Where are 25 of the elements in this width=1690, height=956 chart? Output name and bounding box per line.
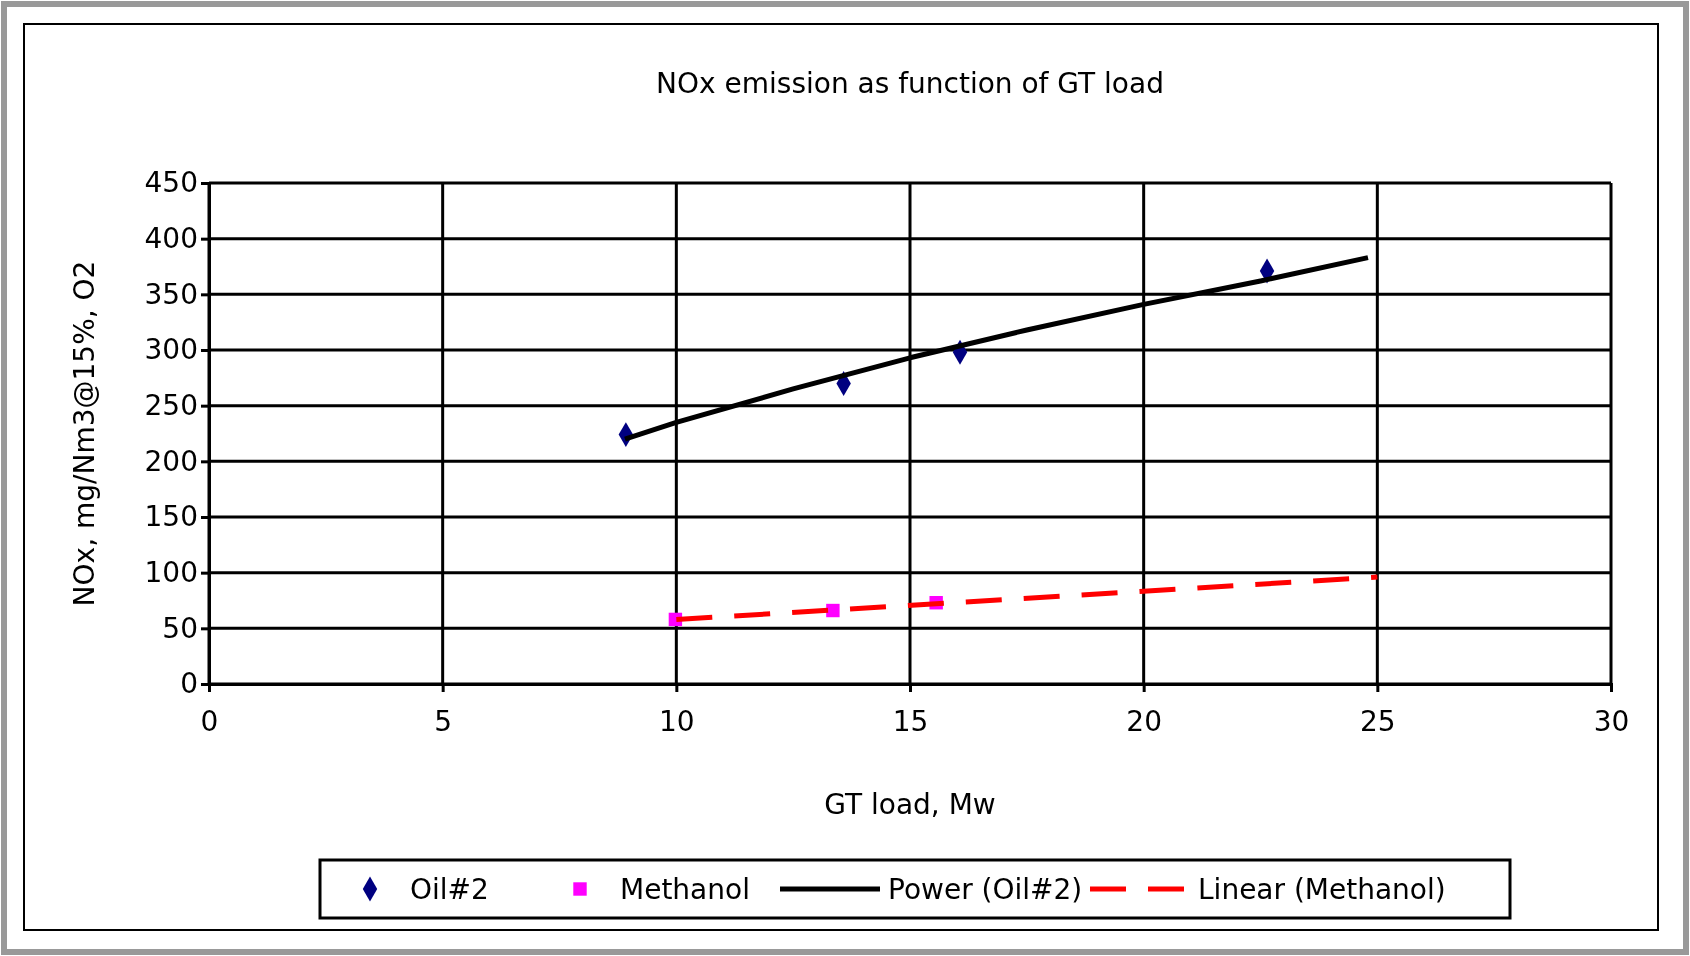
x-tick-label: 15 [892,705,929,739]
y-tick-label: 200 [144,444,198,478]
y-tick-label: 150 [144,500,198,534]
legend-label: Power (Oil#2) [888,873,1083,906]
y-tick-label: 350 [144,277,198,311]
x-tick-label: 5 [434,705,453,739]
y-tick-label: 100 [144,556,198,590]
legend-label: Oil#2 [410,873,489,906]
chart-title: NOx emission as function of GT load [656,67,1164,100]
legend-label: Linear (Methanol) [1198,873,1446,906]
y-tick-label: 50 [162,611,198,645]
x-tick-label: 30 [1593,705,1630,739]
y-tick-label: 450 [144,166,198,200]
y-tick-label: 400 [144,222,198,256]
point [826,603,840,618]
y-tick-label: 250 [144,389,198,423]
x-tick-label: 25 [1360,705,1396,739]
y-axis-title: NOx, mg/Nm3@15%, O2 [68,260,101,607]
y-tick-label: 0 [180,667,198,701]
x-tick-label: 10 [659,705,695,739]
y-tick-label: 300 [144,333,198,367]
x-tick-label: 0 [200,705,219,739]
legend-label: Methanol [620,873,750,906]
x-tick-label: 20 [1126,705,1162,739]
x-axis-title: GT load, Mw [824,788,996,821]
